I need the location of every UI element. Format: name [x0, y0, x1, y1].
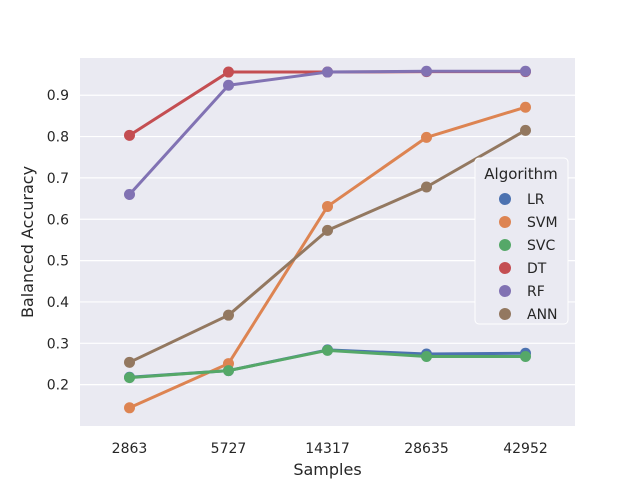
data-point-ann: [421, 181, 432, 193]
legend-label: RF: [527, 284, 545, 300]
legend-item-rf: RF: [499, 284, 545, 300]
legend-items: LR SVM SVC DT RF ANN: [499, 192, 558, 323]
data-point-svm: [520, 101, 531, 113]
data-point-ann: [322, 224, 333, 236]
data-point-rf: [520, 65, 531, 77]
y-tick-label: 0.4: [47, 295, 69, 311]
legend-item-svc: SVC: [499, 238, 555, 254]
data-point-ann: [223, 309, 234, 321]
x-tick-label: 5727: [211, 441, 247, 457]
legend-item-ann: ANN: [499, 307, 558, 323]
data-point-rf: [124, 188, 135, 200]
legend-marker: [499, 216, 511, 228]
series-rf: [124, 65, 531, 200]
y-tick-labels: 0.2 0.3 0.4 0.5 0.6 0.7 0.8 0.9: [47, 88, 69, 393]
data-point-rf: [322, 66, 333, 78]
legend-title: Algorithm: [484, 165, 557, 183]
y-tick-label: 0.3: [47, 336, 69, 352]
legend-label: SVC: [527, 238, 555, 254]
y-tick-label: 0.9: [47, 88, 69, 104]
data-point-ann: [520, 124, 531, 136]
legend-marker: [499, 262, 511, 274]
series-svc: [124, 344, 531, 384]
x-tick-label: 42952: [503, 441, 548, 457]
data-point-ann: [124, 356, 135, 368]
data-point-dt: [223, 66, 234, 78]
data-point-rf: [223, 79, 234, 91]
data-point-svc: [124, 372, 135, 384]
data-point-svm: [421, 131, 432, 143]
series-layer: [124, 65, 531, 414]
legend-label: LR: [527, 192, 545, 208]
data-point-dt: [124, 129, 135, 141]
legend-label: ANN: [527, 307, 558, 323]
legend-box: [474, 157, 569, 325]
legend-item-dt: DT: [499, 261, 547, 277]
legend-marker: [499, 308, 511, 320]
y-tick-label: 0.7: [47, 171, 69, 187]
y-axis-label: Balanced Accuracy: [18, 166, 37, 318]
x-tick-label: 2863: [112, 441, 148, 457]
x-tick-label: 28635: [404, 441, 449, 457]
data-point-svc: [223, 365, 234, 377]
legend-marker: [499, 285, 511, 297]
y-tick-label: 0.6: [47, 212, 69, 228]
y-tick-label: 0.2: [47, 378, 69, 394]
x-tick-label: 14317: [305, 441, 350, 457]
legend-label: DT: [527, 261, 547, 277]
y-tick-label: 0.8: [47, 130, 69, 146]
x-axis-label: Samples: [293, 460, 361, 479]
y-tick-label: 0.5: [47, 254, 69, 270]
data-point-svc: [421, 351, 432, 363]
legend-item-lr: LR: [499, 192, 545, 208]
data-point-svc: [520, 351, 531, 363]
data-point-rf: [421, 65, 432, 77]
legend-label: SVM: [527, 215, 558, 231]
data-point-svc: [322, 344, 333, 356]
legend-marker: [499, 239, 511, 251]
data-point-svm: [322, 200, 333, 212]
series-ann: [124, 124, 531, 368]
gridlines: [80, 94, 575, 386]
x-tick-labels: 2863 5727 14317 28635 42952: [112, 441, 548, 457]
data-point-svm: [124, 402, 135, 414]
legend-marker: [499, 193, 511, 205]
legend: Algorithm LR SVM SVC DT RF ANN: [474, 157, 569, 325]
legend-item-svm: SVM: [499, 215, 558, 231]
